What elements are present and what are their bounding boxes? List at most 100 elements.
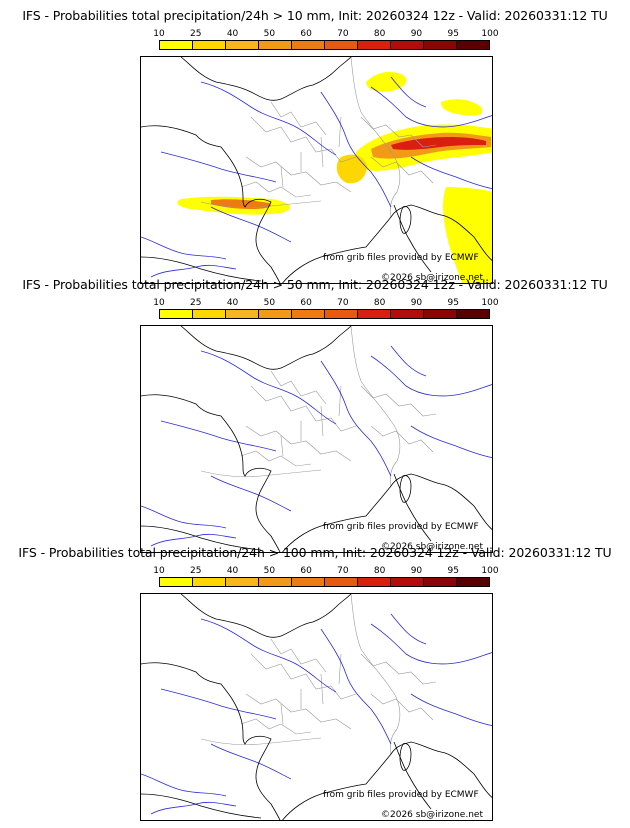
- map-svg: [141, 594, 492, 820]
- colorbar-tick-label: 60: [300, 298, 312, 308]
- copyright-credit: ©2026 sb@irizone.net: [381, 273, 483, 283]
- coastline: [141, 662, 281, 820]
- colorbar-tick-label: 25: [190, 298, 202, 308]
- coastline: [141, 125, 281, 283]
- corsica-coastline: [399, 206, 412, 234]
- colorbar-tick-label: 40: [226, 566, 239, 576]
- probability-colorbar: [159, 309, 490, 319]
- admin-border: [350, 594, 401, 755]
- precip-probability-area: [391, 137, 486, 150]
- panel-title: IFS - Probabilities total precipitation/…: [22, 277, 608, 292]
- river: [200, 618, 337, 693]
- colorbar-tick-label: 10: [153, 566, 165, 576]
- admin-border: [245, 693, 352, 730]
- colorbar-tick-label: 95: [447, 29, 459, 39]
- panel-title: IFS - Probabilities total precipitation/…: [18, 545, 612, 560]
- river: [160, 151, 277, 183]
- colorbar-tick-label: 90: [410, 29, 423, 39]
- colorbar-segment: [391, 41, 424, 49]
- admin-border: [280, 385, 342, 457]
- admin-border: [360, 385, 437, 417]
- river: [160, 420, 277, 452]
- river: [210, 743, 292, 780]
- forecast-panel-100mm: IFS - Probabilities total precipitation/…: [0, 545, 630, 821]
- corsica-coastline: [399, 743, 412, 771]
- admin-border: [350, 57, 401, 218]
- colorbar-tick-label: 10: [153, 29, 165, 39]
- colorbar-segment: [457, 310, 489, 318]
- admin-border: [250, 385, 357, 432]
- admin-border: [270, 638, 327, 673]
- colorbar-segment: [457, 578, 489, 586]
- colorbar-segment: [259, 578, 292, 586]
- coastline: [282, 204, 492, 283]
- colorbar-segment: [292, 578, 325, 586]
- colorbar-tick-label: 80: [373, 566, 386, 576]
- admin-border: [245, 425, 352, 462]
- colorbar-tick-label: 100: [481, 298, 499, 308]
- admin-border: [200, 737, 322, 746]
- river: [141, 773, 227, 797]
- copyright-credit: ©2026 sb@irizone.net: [381, 542, 483, 552]
- colorbar-segment: [292, 41, 325, 49]
- admin-border: [200, 200, 322, 209]
- river: [390, 345, 427, 377]
- admin-border: [200, 469, 322, 478]
- source-credit: from grib files provided by ECMWF: [323, 790, 479, 800]
- colorbar-segment: [259, 41, 292, 49]
- colorbar-segment: [193, 578, 226, 586]
- admin-border: [280, 116, 342, 188]
- admin-border: [360, 653, 437, 685]
- colorbar-tick-label: 70: [337, 29, 349, 39]
- river: [141, 505, 227, 529]
- colorbar-segment: [391, 578, 424, 586]
- colorbar-segment: [226, 41, 259, 49]
- coastline: [393, 204, 432, 273]
- colorbar-tick-label: 70: [337, 566, 349, 576]
- river: [390, 613, 427, 645]
- colorbar-ticks: 10 25 40 50 60 70 80 90 95 100: [153, 297, 498, 309]
- admin-border: [240, 181, 312, 198]
- colorbar-tick-label: 50: [263, 566, 276, 576]
- precip-probability-area: [443, 187, 492, 283]
- colorbar-tick-label: 90: [410, 298, 423, 308]
- admin-border: [245, 156, 352, 193]
- colorbar-tick-label: 10: [153, 298, 165, 308]
- admin-border: [240, 718, 312, 735]
- colorbar-segment: [193, 41, 226, 49]
- admin-border: [280, 653, 342, 725]
- probability-colorbar: [159, 40, 490, 50]
- river: [410, 693, 492, 727]
- river: [200, 81, 337, 156]
- admin-border: [270, 370, 327, 405]
- coastline: [282, 473, 492, 552]
- river: [320, 360, 392, 477]
- forecast-panel-50mm: IFS - Probabilities total precipitation/…: [0, 277, 630, 553]
- colorbar-segment: [358, 310, 391, 318]
- colorbar-tick-label: 95: [447, 298, 459, 308]
- coastline: [141, 256, 262, 282]
- coastline: [141, 793, 262, 819]
- admin-border: [350, 326, 401, 487]
- colorbar-tick-label: 100: [481, 29, 499, 39]
- coastline: [141, 525, 262, 551]
- colorbar-tick-label: 60: [300, 29, 312, 39]
- coastline: [393, 741, 432, 810]
- colorbar-segment: [358, 41, 391, 49]
- map-svg: [141, 57, 492, 283]
- river: [370, 86, 492, 128]
- source-credit: from grib files provided by ECMWF: [323, 253, 479, 263]
- river: [141, 236, 227, 260]
- admin-border: [250, 653, 357, 700]
- colorbar-segment: [160, 578, 193, 586]
- coastline: [141, 394, 281, 552]
- precip-probability-area: [336, 154, 367, 184]
- copyright-credit: ©2026 sb@irizone.net: [381, 810, 483, 820]
- river: [410, 156, 492, 190]
- river: [160, 688, 277, 720]
- forecast-panel-10mm: IFS - Probabilities total precipitation/…: [0, 8, 630, 284]
- river: [390, 76, 427, 108]
- colorbar-segment: [358, 578, 391, 586]
- colorbar-tick-label: 50: [263, 298, 276, 308]
- colorbar-segment: [424, 41, 457, 49]
